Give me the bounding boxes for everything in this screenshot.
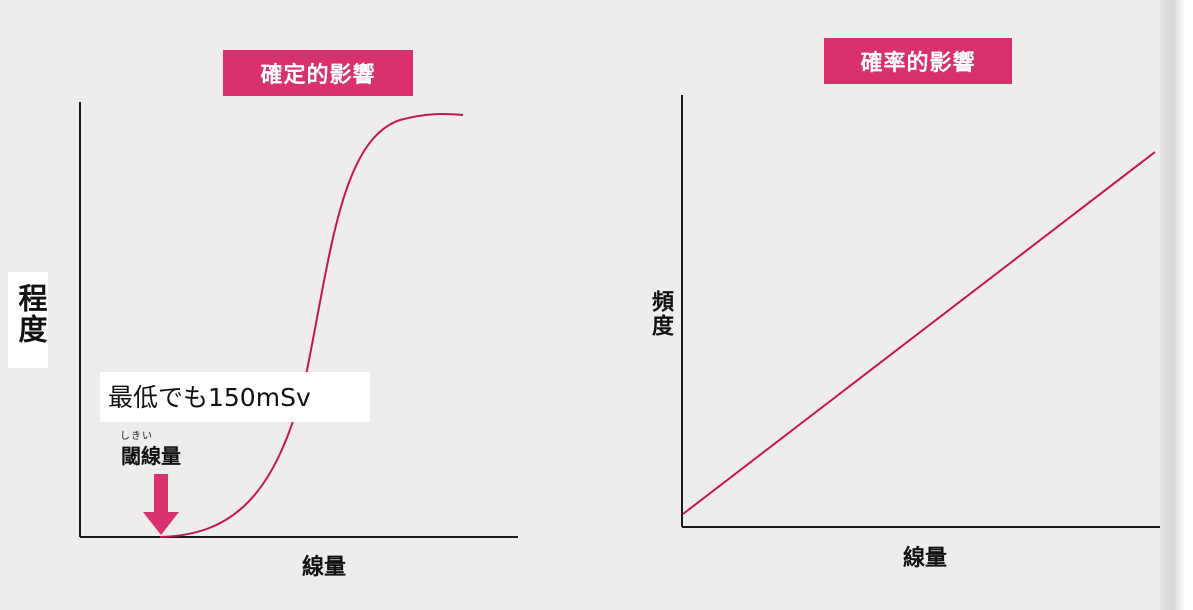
left-x-axis-label: 線量: [302, 555, 347, 580]
stochastic-line: [682, 151, 1156, 515]
right-axes: [681, 95, 1160, 528]
annotation-background: [100, 372, 370, 422]
right-y-axis-label: 頻度: [648, 290, 673, 338]
right-panel-title: 確率的影響: [824, 38, 1012, 84]
right-x-axis-label: 線量: [903, 546, 948, 571]
threshold-annotation: 最低でも150mSv: [108, 383, 311, 412]
scan-edge-shadow: [1160, 0, 1193, 610]
threshold-reading: しきい: [120, 431, 153, 442]
deterministic-curve: [159, 113, 464, 538]
threshold-label: 閾線量: [121, 444, 181, 468]
down-arrow-icon: [143, 474, 179, 535]
left-panel-title: 確定的影響: [223, 50, 413, 96]
left-y-axis-label: 程度: [14, 283, 48, 345]
left-axes: [79, 102, 518, 538]
left-ylabel-background: [8, 272, 48, 368]
